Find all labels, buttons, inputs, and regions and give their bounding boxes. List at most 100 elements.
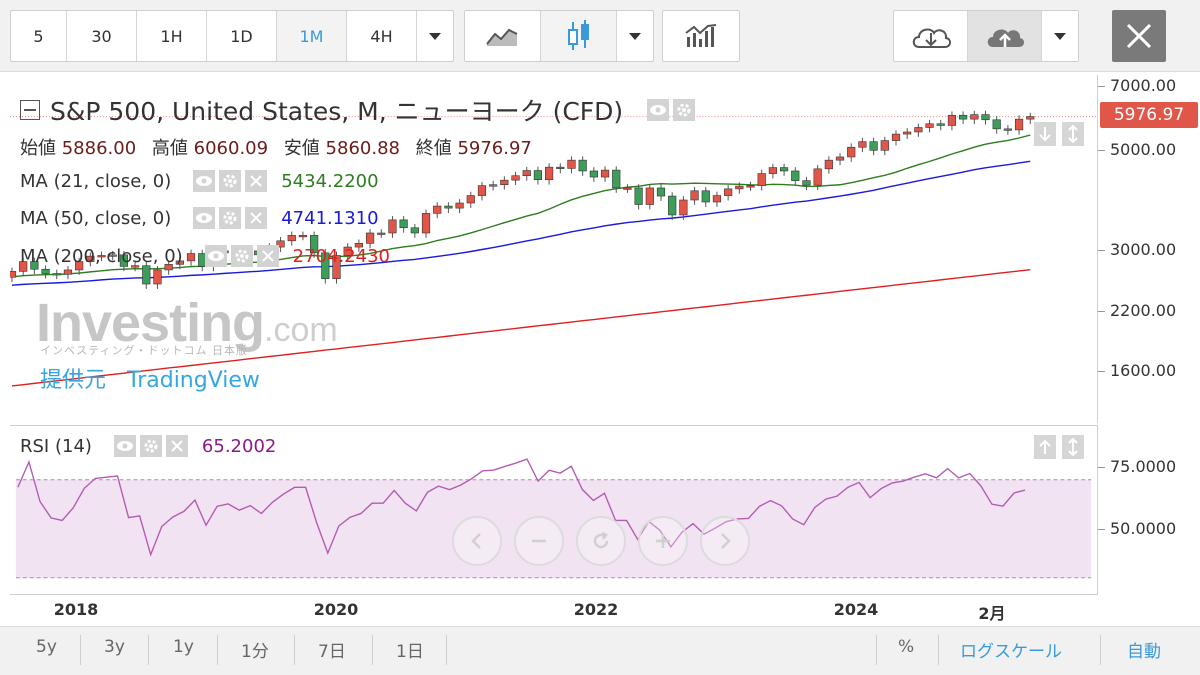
candle bbox=[332, 255, 341, 280]
candle bbox=[142, 265, 151, 285]
eye-icon[interactable] bbox=[204, 245, 227, 267]
gear-icon[interactable] bbox=[219, 207, 242, 229]
chart-navigation bbox=[452, 516, 750, 566]
interval-4h-button[interactable]: 4H bbox=[347, 11, 417, 61]
cloud-save-button[interactable] bbox=[968, 11, 1042, 61]
close-icon[interactable] bbox=[245, 207, 268, 229]
eye-icon[interactable] bbox=[647, 99, 670, 121]
candle bbox=[365, 232, 375, 244]
resize-button[interactable] bbox=[1062, 435, 1084, 459]
range-1y-button[interactable]: 1y bbox=[173, 637, 194, 657]
divider bbox=[372, 635, 373, 665]
eye-icon[interactable] bbox=[113, 435, 136, 457]
interval-1m-button[interactable]: 1M bbox=[277, 11, 347, 61]
candle bbox=[791, 170, 800, 181]
candle bbox=[724, 188, 733, 196]
gear-icon[interactable] bbox=[139, 435, 162, 457]
ma21-value: 5434.2200 bbox=[281, 170, 379, 192]
chart-type-dropdown-button[interactable] bbox=[617, 11, 653, 61]
candle bbox=[1014, 118, 1024, 131]
chevron-down-icon bbox=[629, 32, 641, 40]
minus-icon bbox=[532, 539, 546, 543]
candle bbox=[600, 169, 610, 178]
cloud-load-button[interactable] bbox=[894, 11, 968, 61]
auto-scale-button[interactable]: 自動 bbox=[1127, 642, 1161, 662]
range-3y-button[interactable]: 3y bbox=[104, 637, 125, 657]
indicators-button[interactable] bbox=[663, 11, 739, 61]
candle bbox=[511, 175, 520, 181]
candle bbox=[444, 205, 453, 209]
percent-scale-button[interactable]: % bbox=[898, 637, 915, 657]
toolbar: 5 30 1H 1D 1M 4H bbox=[0, 0, 1200, 72]
plus-icon bbox=[656, 534, 670, 548]
candle bbox=[75, 261, 84, 271]
close-icon[interactable] bbox=[245, 170, 268, 192]
candle bbox=[489, 184, 498, 187]
scroll-right-button[interactable] bbox=[700, 516, 750, 566]
gear-icon[interactable] bbox=[230, 245, 253, 267]
move-down-button[interactable] bbox=[1034, 122, 1056, 146]
candle bbox=[768, 167, 777, 174]
rsi-line bbox=[17, 458, 1026, 557]
price-axis[interactable]: 7000.00 5000.00 3000.00 2200.00 1600.00 … bbox=[1098, 75, 1200, 423]
ma21-line bbox=[11, 134, 1031, 278]
investing-logo: Investing.com bbox=[36, 293, 338, 353]
close-icon[interactable] bbox=[256, 245, 279, 267]
range-5y-button[interactable]: 5y bbox=[36, 637, 57, 657]
time-axis[interactable]: 2018 2020 2022 2024 2月 bbox=[10, 596, 1098, 626]
time-label: 2月 bbox=[978, 604, 1006, 623]
candle bbox=[847, 146, 856, 158]
range-1min-button[interactable]: 1分 bbox=[241, 642, 269, 662]
resize-button[interactable] bbox=[1062, 122, 1084, 146]
interval-1d-button[interactable]: 1D bbox=[207, 11, 277, 61]
arrow-up-icon bbox=[1039, 439, 1051, 454]
candle bbox=[321, 252, 330, 280]
eye-icon[interactable] bbox=[193, 207, 216, 229]
collapse-legend-icon[interactable] bbox=[20, 100, 40, 120]
zoom-out-button[interactable] bbox=[514, 516, 564, 566]
candle bbox=[388, 219, 397, 234]
candle bbox=[399, 219, 408, 229]
data-provider[interactable]: 提供元 TradingView bbox=[40, 368, 260, 393]
range-1d-button[interactable]: 1日 bbox=[396, 642, 424, 662]
candle bbox=[936, 123, 945, 126]
refresh-icon bbox=[593, 531, 609, 549]
reset-button[interactable] bbox=[576, 516, 626, 566]
candle bbox=[656, 187, 666, 197]
line-chart-button[interactable] bbox=[465, 11, 541, 61]
log-scale-button[interactable]: ログスケール bbox=[960, 642, 1062, 662]
scroll-left-button[interactable] bbox=[452, 516, 502, 566]
interval-1h-button[interactable]: 1H bbox=[137, 11, 207, 61]
candle bbox=[30, 261, 39, 270]
rsi-axis[interactable]: 75.0000 50.0000 bbox=[1098, 425, 1200, 595]
candle bbox=[992, 119, 1001, 130]
close-button[interactable] bbox=[1112, 10, 1166, 62]
candle bbox=[679, 199, 688, 216]
candle bbox=[298, 235, 308, 238]
candle bbox=[567, 159, 576, 169]
interval-dropdown-button[interactable] bbox=[417, 11, 453, 61]
candle bbox=[130, 265, 140, 268]
chevron-down-icon bbox=[429, 32, 441, 40]
price-chart[interactable] bbox=[10, 75, 1098, 423]
gear-icon[interactable] bbox=[219, 170, 242, 192]
candle bbox=[690, 190, 699, 201]
zoom-in-button[interactable] bbox=[638, 516, 688, 566]
range-7d-button[interactable]: 7日 bbox=[318, 642, 346, 662]
candle bbox=[164, 264, 173, 271]
candle bbox=[634, 187, 643, 205]
candle bbox=[186, 253, 196, 262]
move-up-button[interactable] bbox=[1034, 435, 1056, 459]
ohlc-values: 始値 5886.00 高値 6060.09 安値 5860.88 終値 5976… bbox=[20, 138, 532, 159]
gear-icon[interactable] bbox=[673, 99, 696, 121]
interval-5-button[interactable]: 5 bbox=[11, 11, 67, 61]
interval-30-button[interactable]: 30 bbox=[67, 11, 137, 61]
cloud-dropdown-button[interactable] bbox=[1042, 11, 1078, 61]
close-icon[interactable] bbox=[165, 435, 188, 457]
candle bbox=[153, 269, 162, 285]
candle bbox=[108, 254, 117, 257]
eye-icon[interactable] bbox=[193, 170, 216, 192]
candlestick-chart-button[interactable] bbox=[541, 11, 617, 61]
rsi-value: 65.2002 bbox=[201, 435, 277, 457]
ma200-line bbox=[11, 268, 1031, 387]
